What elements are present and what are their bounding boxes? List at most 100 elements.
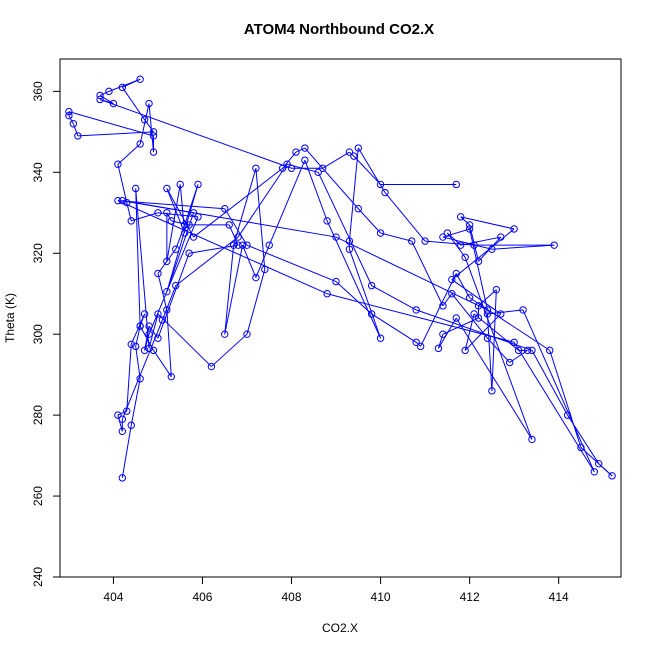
series-segment: [126, 344, 132, 412]
data-point: [465, 294, 474, 302]
data-point: [488, 245, 496, 253]
data-point: [439, 330, 447, 338]
series-segment: [68, 115, 74, 124]
data-point: [350, 152, 358, 160]
data-point: [318, 164, 327, 172]
data-point: [510, 338, 518, 346]
series-segment: [353, 155, 381, 185]
series-segment: [460, 216, 515, 230]
series-segment: [451, 293, 488, 339]
data-point: [345, 237, 354, 245]
data-point: [154, 310, 162, 318]
data-point: [167, 372, 176, 381]
data-point: [354, 144, 363, 152]
data-point: [149, 148, 158, 156]
data-point: [323, 290, 331, 298]
data-point: [65, 111, 73, 120]
series-segment: [442, 228, 470, 238]
data-point: [332, 233, 340, 241]
series-segment: [460, 216, 470, 226]
series-segment: [72, 123, 79, 137]
data-point: [457, 213, 465, 221]
data-point: [590, 468, 598, 476]
plot-frame: [59, 58, 622, 578]
series-segment: [357, 208, 381, 234]
series-segment: [166, 188, 195, 238]
data-point: [465, 225, 474, 233]
series-segment: [522, 309, 595, 472]
data-point: [345, 245, 354, 253]
y-axis-label: Theta (K): [3, 293, 17, 343]
data-point: [221, 330, 229, 338]
data-point: [185, 221, 193, 229]
series-segment: [420, 273, 457, 347]
data-point: [292, 148, 300, 156]
series-segment: [117, 200, 225, 210]
y-tick-label: 340: [31, 162, 45, 182]
data-point: [416, 342, 425, 351]
data-point: [243, 330, 251, 338]
series-segment: [384, 192, 426, 242]
series-segment: [335, 281, 373, 315]
series-segment: [224, 245, 244, 335]
series-segment: [451, 228, 515, 280]
y-tick-label: 360: [31, 81, 45, 101]
data-point: [448, 290, 456, 298]
x-tick-label: 406: [192, 590, 212, 604]
series-segment: [117, 164, 128, 203]
data-point: [154, 334, 162, 342]
data-point: [158, 316, 167, 324]
data-point: [528, 346, 536, 355]
series-segment: [233, 168, 257, 246]
data-point: [136, 375, 144, 383]
series-segment: [139, 103, 150, 145]
data-point: [149, 128, 158, 136]
data-point: [514, 346, 523, 355]
data-point: [332, 277, 340, 286]
data-point: [172, 281, 180, 290]
data-point: [140, 346, 149, 355]
series-segment: [193, 167, 283, 238]
series-segment: [161, 285, 177, 321]
series-segment: [135, 346, 141, 379]
series-segment: [148, 103, 154, 153]
data-point: [434, 344, 443, 353]
data-point: [123, 407, 131, 415]
series-segment: [357, 147, 386, 193]
y-axis: 240 260 280 300 320 340 360: [31, 81, 61, 587]
data-point: [265, 241, 273, 249]
data-point: [105, 87, 113, 96]
series-segment: [531, 350, 569, 416]
data-point: [278, 164, 287, 172]
data-point: [323, 217, 331, 225]
data-point: [457, 241, 465, 249]
data-point: [229, 241, 238, 249]
data-point: [443, 229, 452, 237]
data-point: [114, 160, 122, 168]
data-point: [474, 302, 483, 310]
x-axis-label: CO2.X: [322, 621, 358, 635]
data-point: [114, 196, 122, 205]
data-point: [136, 140, 144, 148]
data-point: [376, 180, 385, 189]
data-point: [118, 196, 127, 205]
series-segment: [295, 147, 306, 153]
data-point: [470, 310, 478, 318]
data-point: [131, 342, 140, 351]
series-segment: [442, 236, 493, 250]
data-point: [497, 233, 505, 241]
series-segment: [121, 319, 163, 420]
data-point: [118, 415, 127, 423]
series-segment: [246, 269, 266, 335]
series-segment: [211, 333, 248, 367]
data-point: [452, 269, 460, 278]
data-point: [118, 83, 127, 92]
data-point: [577, 443, 585, 452]
data-point: [225, 221, 233, 229]
series-segment: [224, 245, 235, 335]
data-point: [238, 241, 247, 249]
data-point: [154, 209, 162, 217]
series-segment: [121, 425, 132, 478]
series-segment: [148, 216, 199, 335]
